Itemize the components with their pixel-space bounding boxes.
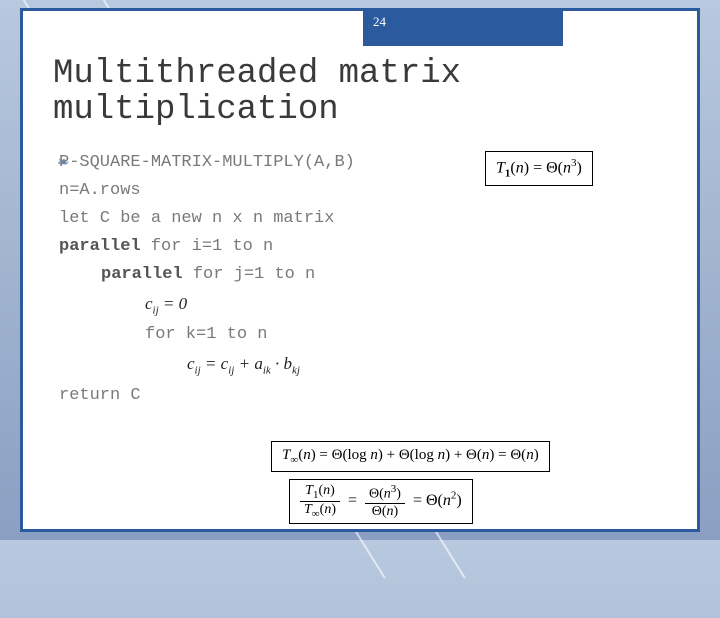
code-l4: parallel for i=1 to n	[59, 233, 679, 261]
code-l5: parallel for j=1 to n	[59, 261, 679, 289]
math-box-tinf: T∞(n) = Θ(log n) + Θ(log n) + Θ(n) = Θ(n…	[271, 441, 550, 472]
math-box-ratio: T1(n) T∞(n) = Θ(n3) Θ(n) = Θ(n2)	[289, 479, 473, 524]
slide-frame: 24 Multithreaded matrix multiplication ❧…	[20, 8, 700, 532]
code-l8: cij = cij + aik · bkj	[59, 349, 679, 381]
slide-title: Multithreaded matrix multiplication	[53, 57, 461, 128]
title-line-2: multiplication	[53, 91, 339, 129]
code-l7: for k=1 to n	[59, 321, 679, 349]
code-l9: return C	[59, 382, 679, 410]
code-content: P-SQUARE-MATRIX-MULTIPLY(A,B) n=A.rows l…	[59, 149, 679, 410]
code-l3: let C be a new n x n matrix	[59, 205, 679, 233]
title-line-1: Multithreaded matrix	[53, 55, 461, 93]
code-l6: cij = 0	[59, 289, 679, 321]
page-number: 24	[373, 14, 386, 29]
math-box-t1: T1(n) = Θ(n3)	[485, 151, 593, 186]
page-number-tab: 24	[363, 8, 563, 46]
